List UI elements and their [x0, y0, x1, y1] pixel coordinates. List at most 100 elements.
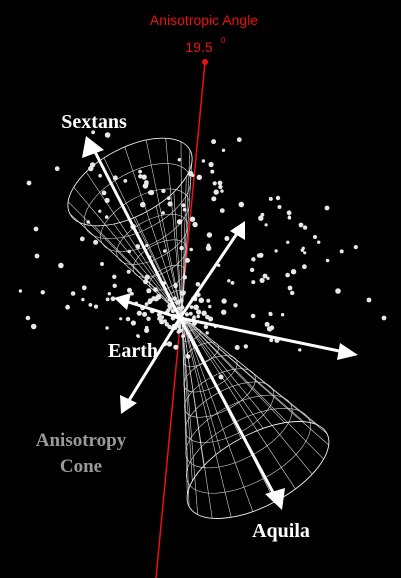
galaxy-point	[127, 287, 132, 293]
galaxy-point	[298, 348, 302, 352]
galaxy-point	[119, 317, 123, 321]
cone-spoke	[181, 315, 296, 490]
galaxy-point	[146, 288, 152, 294]
label-cone-line1: Anisotropy	[36, 430, 127, 451]
galaxy-point	[317, 240, 321, 244]
galaxy-point	[166, 196, 171, 201]
galaxy-point	[266, 326, 273, 332]
galaxy-point	[100, 262, 104, 266]
galaxy-point	[211, 139, 217, 145]
galaxy-point	[144, 325, 149, 330]
cone-spoke	[124, 146, 183, 317]
galaxy-point	[221, 148, 226, 152]
galaxy-point	[81, 297, 85, 302]
galaxy-point	[189, 216, 196, 222]
galaxy-point	[144, 274, 150, 280]
galaxy-point	[210, 169, 215, 174]
galaxy-point	[301, 246, 305, 250]
galaxy-point	[86, 220, 90, 224]
galaxy-point	[233, 303, 238, 308]
label-cone-line2: Cone	[60, 456, 102, 477]
galaxy-point	[93, 239, 99, 245]
galaxy-point	[264, 321, 270, 327]
cone-spoke	[181, 315, 193, 481]
galaxy-point	[167, 303, 173, 309]
arrow-right-head	[337, 343, 358, 360]
galaxy-point	[147, 299, 153, 305]
galaxy-point	[201, 159, 206, 163]
galaxy-point	[182, 207, 187, 212]
galaxy-point	[144, 327, 150, 333]
galaxy-point	[34, 253, 40, 259]
galaxy-point	[89, 162, 96, 168]
galaxy-point	[187, 170, 194, 177]
galaxy-point	[269, 338, 274, 343]
galaxy-point	[366, 297, 372, 303]
arrow-sextans-head	[82, 136, 104, 158]
galaxy-point	[189, 305, 194, 309]
cone-spoke	[181, 315, 198, 515]
galaxy-point	[138, 174, 143, 179]
galaxy-point	[205, 314, 210, 320]
galaxy-point	[189, 247, 193, 252]
galaxy-point	[58, 262, 64, 269]
galaxy-point	[218, 184, 223, 190]
galaxy-point	[205, 331, 209, 335]
galaxy-point	[268, 312, 273, 317]
galaxy-point	[136, 334, 140, 338]
arrow-upper-right-shaft	[178, 231, 240, 319]
galaxy-point	[126, 269, 131, 274]
galaxy-point	[205, 245, 212, 251]
galaxy-point	[173, 344, 179, 350]
galaxy-point	[181, 334, 185, 338]
arrow-aquila-shaft	[178, 317, 278, 499]
galaxy-point	[188, 311, 193, 316]
galaxy-point	[146, 316, 151, 321]
galaxy-point	[290, 290, 295, 296]
galaxy-point	[196, 309, 202, 315]
diagram-title: Anisotropic Angle	[150, 12, 258, 28]
galaxy-point	[274, 249, 278, 253]
galaxy-point	[335, 288, 341, 294]
galaxy-point	[193, 304, 199, 311]
galaxy-point	[208, 161, 214, 168]
galaxy-point	[196, 174, 202, 180]
galaxy-point	[251, 280, 256, 285]
label-earth: Earth	[108, 340, 158, 362]
angle-unit-superscript: 0	[221, 36, 226, 45]
galaxy-point	[153, 287, 158, 292]
galaxy-point	[236, 137, 242, 143]
galaxy-point	[218, 374, 224, 380]
galaxy-point	[26, 180, 32, 186]
galaxy-point	[93, 304, 99, 309]
galaxy-point	[33, 226, 39, 232]
galaxy-point	[198, 297, 205, 304]
galaxy-point	[173, 284, 178, 289]
galaxy-point	[156, 312, 162, 318]
arrow-lower-left-head	[120, 395, 137, 414]
galaxy-point	[138, 169, 143, 174]
galaxy-point	[54, 166, 60, 172]
galaxy-point	[208, 304, 212, 309]
cone-spoke	[181, 315, 254, 512]
direction-arrows	[82, 136, 358, 510]
cone-spoke	[173, 191, 183, 317]
galaxy-point	[249, 267, 255, 273]
galaxy-point	[287, 285, 293, 291]
arrow-left-shaft	[127, 300, 181, 320]
galaxy-point	[266, 276, 270, 280]
galaxy-point	[98, 173, 102, 178]
galaxy-point	[224, 236, 230, 241]
galaxy-point	[18, 289, 23, 293]
cone-spoke	[181, 315, 188, 496]
galaxy-point	[65, 304, 70, 310]
cone-spoke	[181, 315, 221, 452]
galaxy-point	[149, 189, 155, 196]
galaxy-point	[176, 329, 181, 334]
galaxy-point	[302, 225, 308, 230]
galaxy-point	[175, 301, 179, 305]
cone-spoke	[181, 315, 205, 466]
galaxy-point	[238, 201, 245, 208]
